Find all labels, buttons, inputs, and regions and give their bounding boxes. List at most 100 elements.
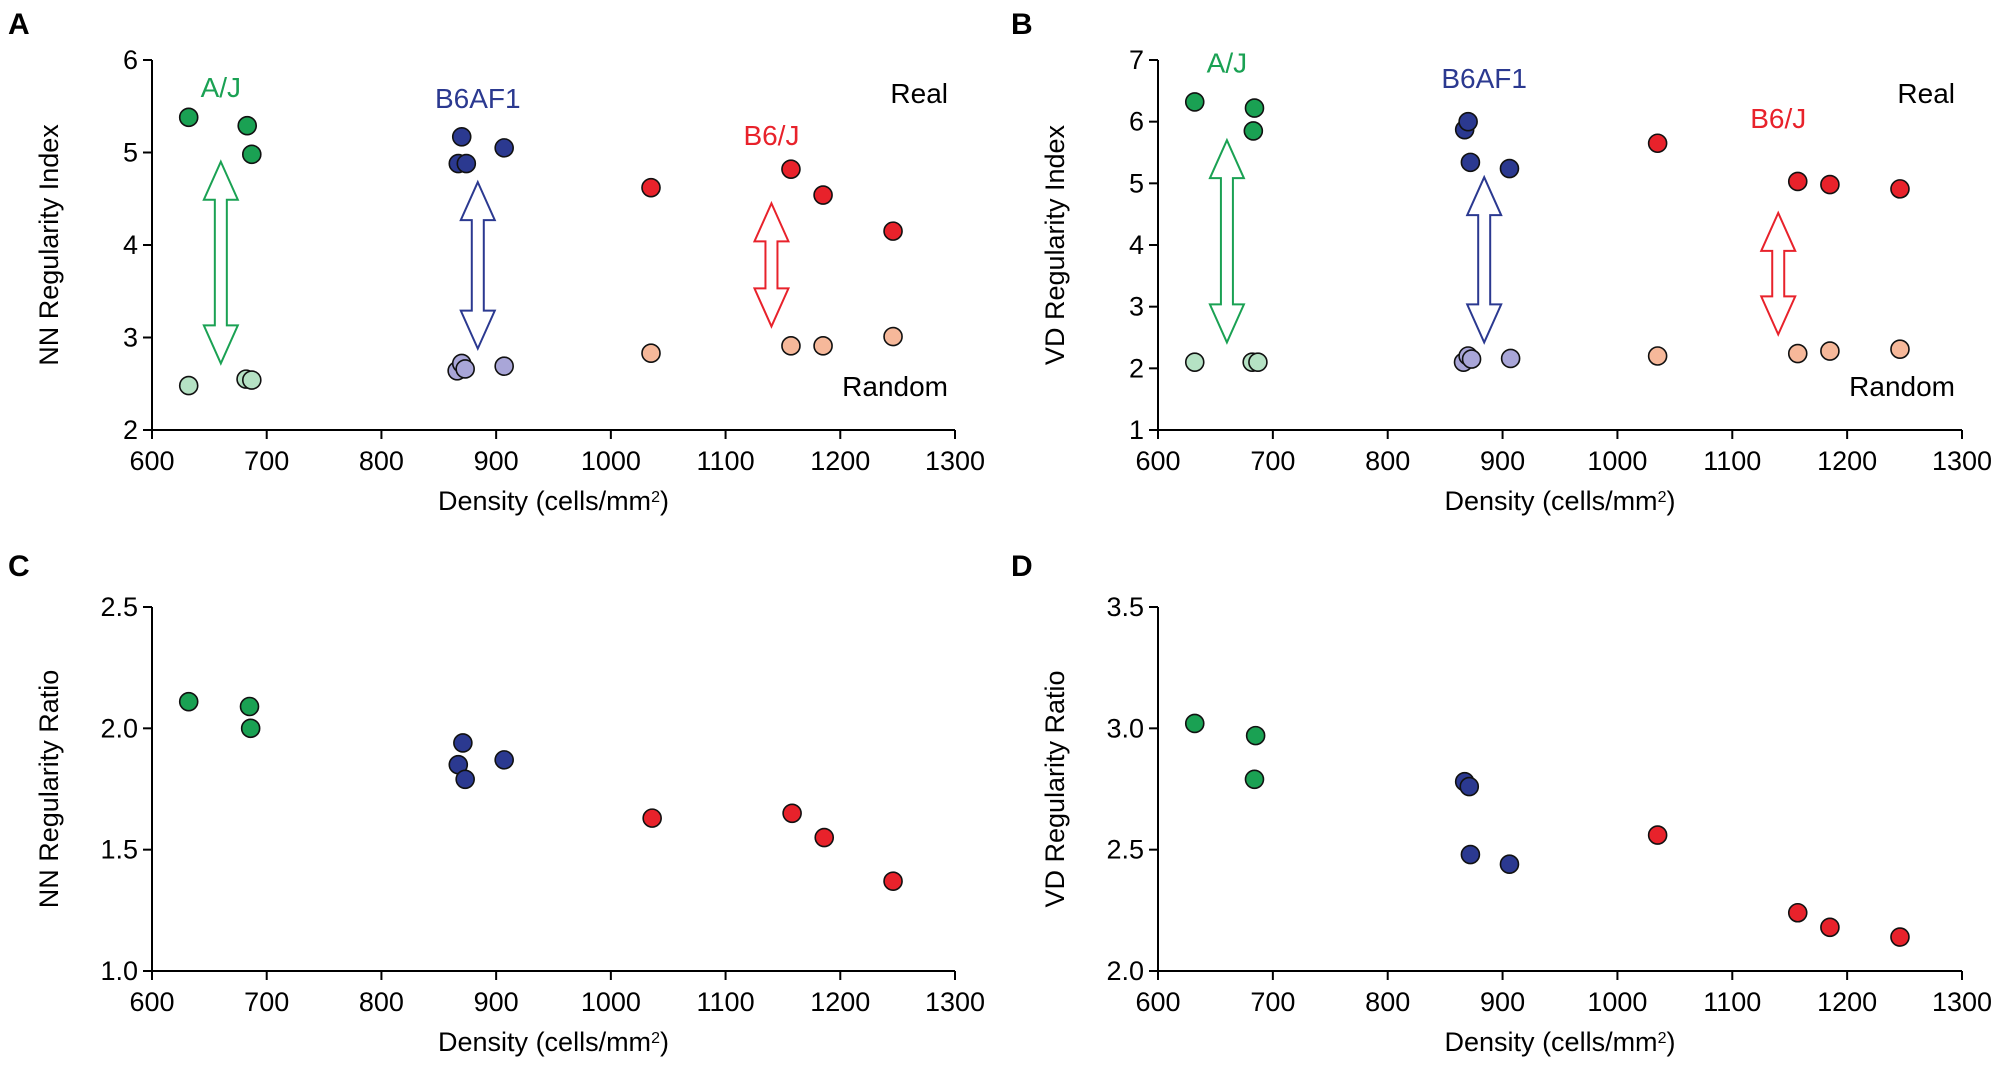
y-tick-label: 2.0: [100, 713, 138, 743]
x-tick-label: 800: [359, 987, 404, 1017]
y-tick-label: 1.5: [100, 835, 138, 865]
data-point: [883, 221, 903, 241]
x-tick-label: 1300: [925, 987, 985, 1017]
data-point: [178, 107, 199, 128]
strain-label: A/J: [1207, 47, 1247, 78]
y-tick-label: 2.5: [1106, 835, 1144, 865]
y-tick-label: 4: [123, 230, 138, 260]
x-tick-label: 1200: [810, 446, 870, 476]
strain-label: B6AF1: [1441, 63, 1527, 94]
x-tick-label: 800: [1365, 987, 1410, 1017]
x-tick-label: 600: [129, 446, 174, 476]
data-point: [494, 356, 514, 376]
data-point: [1787, 902, 1808, 923]
x-axis-title: Density (cells/mm2): [438, 486, 669, 516]
data-point: [1499, 158, 1520, 179]
data-point: [494, 750, 514, 770]
x-tick-label: 700: [1250, 446, 1295, 476]
x-tick-label: 1000: [581, 446, 641, 476]
panel-d: D 2.0 2.5 3.0 3.5 600 700 800 900 1000 1100 1200 130…: [1011, 550, 1992, 1057]
data-point: [1647, 346, 1668, 366]
x-tick-label: 1200: [1817, 987, 1877, 1017]
data-point: [1787, 343, 1808, 364]
panel-letter: C: [8, 550, 30, 583]
x-tick-label: 800: [1365, 446, 1410, 476]
data-point: [1244, 98, 1265, 118]
data-point: [178, 375, 199, 396]
y-tick-label: 1: [1129, 415, 1144, 445]
data-point: [1460, 152, 1481, 173]
strain-label: B6AF1: [435, 83, 521, 114]
data-point: [455, 769, 475, 790]
data-point: [1820, 174, 1840, 195]
y-axis-title: NN Regularity Ratio: [34, 670, 64, 909]
data-point: [883, 871, 903, 892]
data-point: [1184, 92, 1205, 112]
data-point: [883, 326, 903, 347]
x-tick-label: 1200: [1817, 446, 1877, 476]
y-tick-label: 5: [1129, 168, 1144, 198]
data-point: [1184, 352, 1205, 372]
data-point: [1647, 133, 1668, 154]
data-point: [641, 177, 661, 198]
y-axis-title: NN Regularity Index: [34, 124, 64, 366]
panel-a: A 2 3 4 5 6 600 700 800 900 1000 1100 1200 1300 Densit…: [8, 8, 985, 516]
data-point: [455, 359, 475, 379]
y-tick-label: 2.0: [1106, 956, 1144, 986]
real-label: Real: [890, 78, 948, 109]
double-arrow: [1465, 174, 1503, 345]
x-tick-label: 1100: [1703, 987, 1761, 1017]
panel-letter: A: [8, 8, 30, 41]
x-tick-label: 900: [474, 987, 519, 1017]
x-axis-title: Density (cells/mm2): [438, 1027, 669, 1057]
x-axis-title: Density (cells/mm2): [1445, 486, 1676, 516]
double-arrow: [1208, 137, 1246, 345]
data-point: [494, 138, 514, 158]
strain-label: B6/J: [743, 120, 799, 151]
data-point: [1500, 348, 1521, 369]
x-tick-label: 1300: [1932, 446, 1992, 476]
data-point: [1458, 111, 1478, 132]
data-point: [456, 153, 477, 174]
data-point: [1820, 341, 1840, 361]
x-tick-label: 700: [244, 446, 289, 476]
y-axis-title: VD Regularity Ratio: [1040, 670, 1070, 907]
double-arrow: [752, 200, 790, 329]
double-arrow: [459, 179, 497, 352]
x-tick-label: 1300: [1932, 987, 1992, 1017]
data-point: [1244, 769, 1265, 790]
data-point: [451, 126, 472, 147]
x-tick-label: 1200: [810, 987, 870, 1017]
x-tick-label: 1100: [1703, 446, 1761, 476]
y-tick-label: 2.5: [100, 592, 138, 622]
data-point: [1243, 121, 1264, 141]
data-point: [813, 336, 833, 356]
x-tick-label: 1000: [581, 987, 641, 1017]
y-tick-label: 2: [123, 415, 138, 445]
x-tick-label: 900: [474, 446, 519, 476]
y-tick-label: 3.5: [1106, 592, 1144, 622]
y-tick-label: 2: [1129, 353, 1144, 383]
x-tick-label: 600: [129, 987, 174, 1017]
y-tick-label: 3.0: [1106, 713, 1144, 743]
x-tick-label: 1000: [1587, 987, 1647, 1017]
data-point: [240, 718, 261, 739]
x-tick-label: 600: [1135, 446, 1180, 476]
data-point: [1245, 725, 1266, 746]
real-label: Real: [1897, 78, 1955, 109]
data-point: [178, 691, 199, 712]
x-tick-label: 700: [244, 987, 289, 1017]
data-point: [782, 803, 802, 824]
double-arrow: [1759, 210, 1797, 337]
y-tick-label: 1.0: [100, 956, 138, 986]
data-point: [1890, 927, 1910, 947]
double-arrow: [202, 159, 240, 366]
panel-c: C 1.0 1.5 2.0 2.5 600 700 800 900 1000 1100 1200 130…: [8, 550, 985, 1057]
random-label: Random: [1849, 371, 1955, 402]
strain-label: A/J: [201, 72, 241, 103]
y-tick-label: 3: [123, 323, 138, 353]
data-point: [239, 696, 260, 717]
data-point: [781, 336, 801, 356]
data-point: [1461, 349, 1482, 369]
